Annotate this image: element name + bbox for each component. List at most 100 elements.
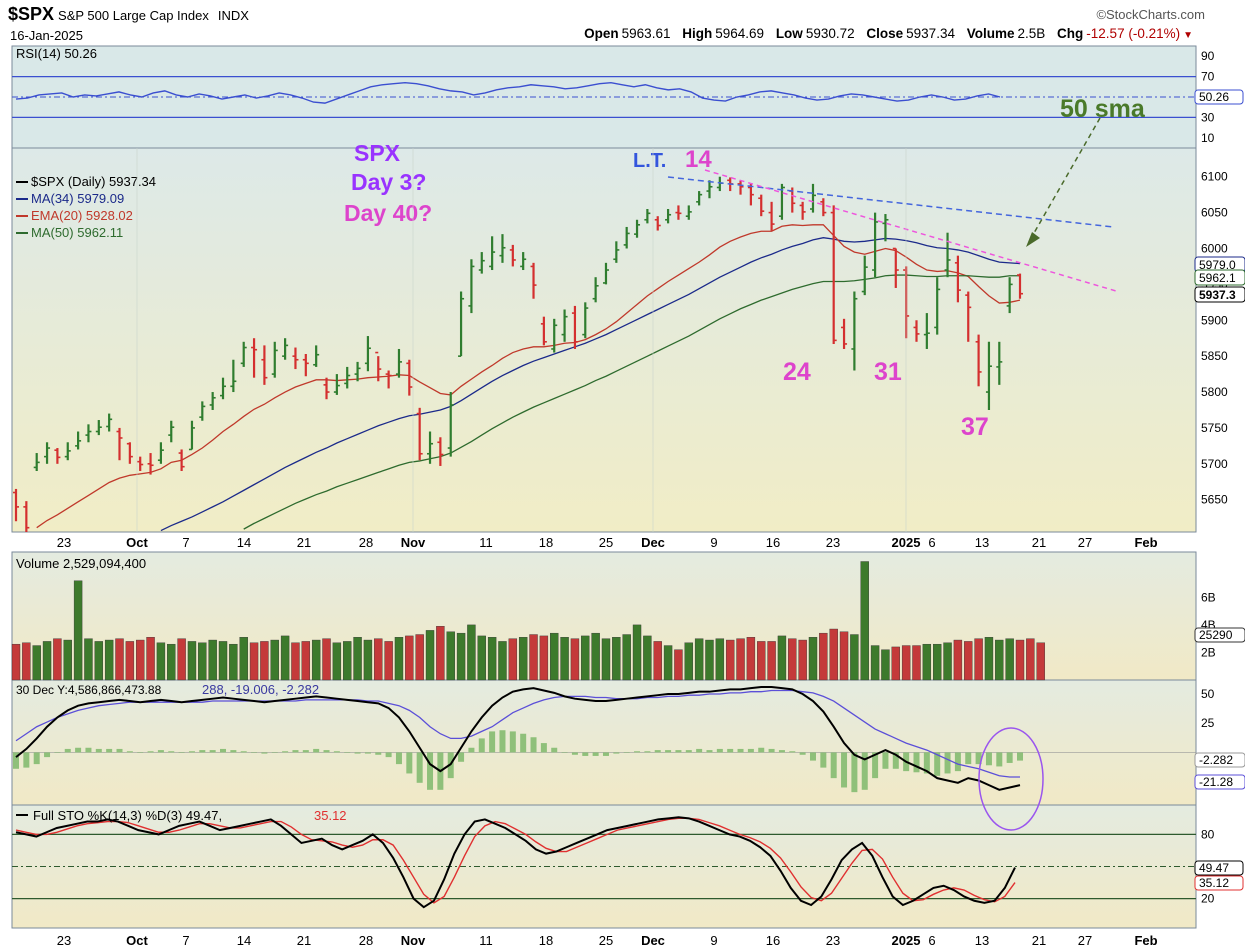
volume-bar — [684, 642, 693, 681]
volume-bar — [436, 626, 445, 681]
macd-histogram-bar — [892, 752, 899, 769]
macd-histogram-bar — [126, 751, 133, 753]
macd-histogram-bar — [375, 752, 382, 755]
macd-histogram-bar — [954, 752, 961, 772]
volume-bar — [146, 637, 155, 681]
volume-bar — [446, 631, 455, 681]
price-xtick-label: 25 — [599, 535, 613, 550]
price-xtick-label: 23 — [826, 535, 840, 550]
volume-bar — [239, 637, 248, 681]
annotation-day40: Day 40? — [344, 200, 432, 226]
bottom-xtick-label: 25 — [599, 933, 613, 948]
macd-histogram-bar — [571, 752, 578, 755]
volume-bar — [53, 638, 62, 681]
ma-line-ema20 — [36, 224, 1021, 529]
open-label: Open — [584, 26, 619, 41]
ohlc-bar — [85, 424, 92, 443]
ohlc-bar — [323, 377, 330, 400]
low-value: 5930.72 — [805, 26, 855, 41]
volume-bar — [715, 638, 725, 681]
macd-histogram-bar — [44, 752, 51, 758]
ohlc-bar — [799, 201, 806, 220]
stochastic-tick-label: 20 — [1201, 892, 1215, 906]
price-xtick-label: 13 — [975, 535, 989, 550]
ohlc-bar — [375, 351, 382, 382]
volume-bar — [487, 637, 497, 681]
stochastic-k-line — [15, 816, 1016, 909]
volume-bar — [705, 639, 714, 681]
macd-histogram-bar — [592, 752, 599, 756]
ohlc-bar — [116, 427, 123, 461]
macd-value-label: -21.28 — [1199, 775, 1233, 789]
macd-histogram-bar — [851, 752, 858, 793]
annotation-37: 37 — [961, 413, 989, 441]
ohlc-bar — [861, 255, 868, 296]
volume-bar — [22, 642, 31, 681]
macd-histogram-bar — [209, 750, 216, 753]
macd-histogram-bar — [882, 752, 889, 769]
ohlc-bar — [199, 401, 206, 421]
ohlc-bar — [271, 341, 278, 378]
macd-histogram-bar — [613, 752, 620, 754]
ohlc-bar — [13, 488, 19, 522]
ohlc-bar — [33, 453, 40, 471]
sma-arrow-line — [1029, 117, 1101, 241]
price-xtick-label: 21 — [297, 535, 311, 550]
ohlc-bar — [985, 341, 992, 410]
macd-histogram-bar — [830, 752, 837, 779]
volume-bar — [943, 642, 952, 681]
exchange: INDX — [217, 8, 249, 23]
ohlc-bar — [54, 448, 61, 464]
bottom-xtick-label: 21 — [297, 933, 311, 948]
ohlc-bar — [623, 226, 630, 249]
macd-histogram-bar — [799, 752, 806, 755]
macd-histogram-bar — [923, 752, 930, 774]
ohlc-bar — [520, 252, 527, 271]
volume-bar — [850, 634, 859, 681]
ohlc-bar — [737, 180, 744, 195]
ohlc-bar — [333, 374, 340, 395]
ma-line-ma50 — [243, 274, 1020, 530]
ohlc-bar — [602, 262, 609, 285]
ohlc-bar — [654, 216, 661, 231]
volume-title: Volume 2,529,094,400 — [16, 556, 146, 571]
macd-histogram-bar — [623, 752, 630, 753]
price-xtick-label: Feb — [1134, 535, 1157, 550]
macd-histogram-bar — [106, 748, 113, 753]
volume-bar — [550, 632, 559, 681]
price-xtick-label: Oct — [126, 535, 148, 550]
macd-histogram-bar — [147, 751, 154, 753]
volume-bar — [932, 643, 942, 681]
bottom-xtick-label: Nov — [401, 933, 426, 948]
macd-histogram-bar — [468, 747, 475, 753]
volume-bar — [1015, 639, 1025, 681]
ohlc-bar — [685, 205, 692, 220]
ohlc-bar — [251, 338, 258, 378]
volume-bar — [425, 630, 435, 681]
ohlc-bar — [768, 201, 775, 231]
macd-histogram-bar — [778, 750, 785, 753]
macd-histogram-bar — [188, 751, 195, 753]
ohlc-bar — [416, 407, 423, 461]
macd-histogram-bar — [975, 752, 982, 765]
ohlc-bar — [892, 247, 899, 288]
ohlc-bar — [551, 318, 558, 353]
ohlc-bar — [665, 209, 672, 224]
legend-entry: MA(34) 5979.09 — [31, 191, 124, 206]
macd-histogram-bar — [313, 748, 320, 753]
macd-histogram-bar — [716, 748, 723, 753]
macd-histogram-bar — [540, 743, 547, 753]
volume-bar — [353, 637, 362, 681]
ohlc-bar — [530, 262, 537, 299]
ohlc-bar — [540, 316, 547, 346]
macd-histogram-bar — [75, 747, 82, 753]
price-value-label: 5979.0 — [1199, 258, 1236, 272]
volume-bar — [311, 639, 321, 681]
macd-histogram-bar — [364, 752, 371, 754]
ohlc-bar — [395, 348, 402, 378]
volume-bar — [1026, 638, 1035, 681]
macd-histogram-bar — [499, 730, 506, 753]
stochastic-d-value: 35.12 — [314, 808, 347, 823]
price-tick-label: 5650 — [1201, 493, 1228, 507]
volume-bar — [94, 641, 104, 681]
